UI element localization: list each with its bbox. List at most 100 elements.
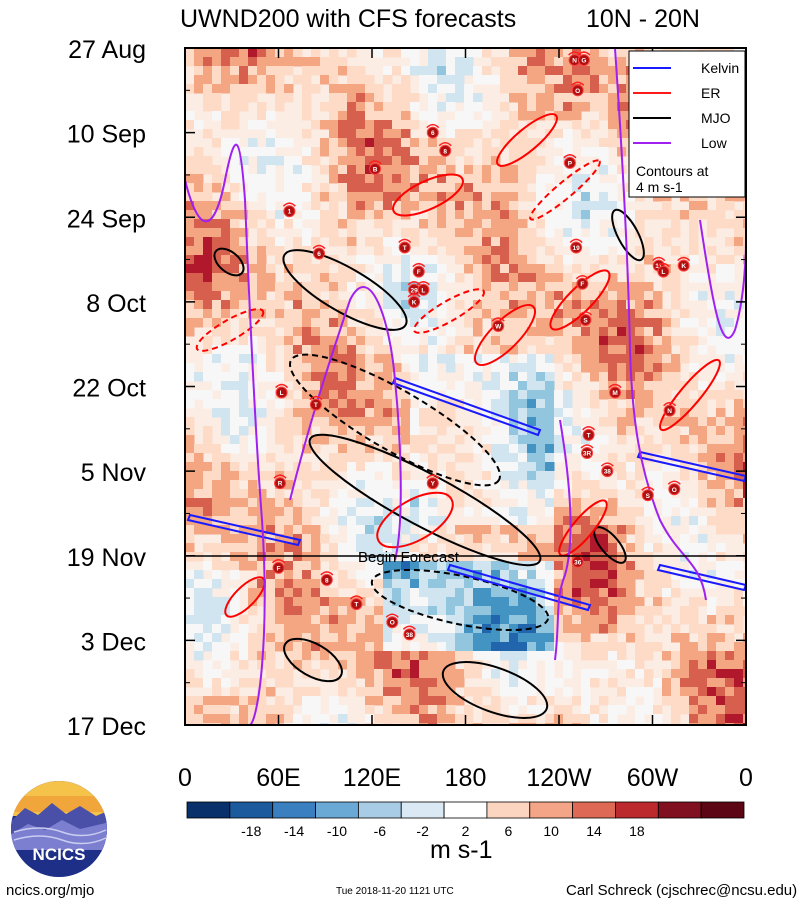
field-cell bbox=[320, 318, 330, 328]
field-cell bbox=[491, 57, 501, 67]
field-cell bbox=[725, 363, 735, 373]
field-cell bbox=[311, 237, 321, 247]
field-cell bbox=[581, 525, 591, 535]
field-cell bbox=[473, 597, 483, 607]
field-cell bbox=[473, 255, 483, 265]
field-cell bbox=[599, 714, 609, 724]
field-cell bbox=[509, 705, 519, 715]
x-tick-label: 120W bbox=[526, 764, 592, 792]
field-cell bbox=[293, 687, 303, 697]
field-cell bbox=[212, 75, 222, 85]
field-cell bbox=[572, 300, 582, 310]
field-cell bbox=[293, 336, 303, 346]
field-cell bbox=[608, 399, 618, 409]
field-cell bbox=[374, 210, 384, 220]
field-cell bbox=[626, 597, 636, 607]
field-cell bbox=[482, 408, 492, 418]
field-cell bbox=[707, 660, 717, 670]
storm-icon bbox=[385, 613, 399, 618]
field-cell bbox=[221, 66, 231, 76]
field-cell bbox=[248, 534, 258, 544]
field-cell bbox=[518, 354, 528, 364]
field-cell bbox=[563, 714, 573, 724]
storm-marker: 8 bbox=[438, 142, 452, 157]
field-cell bbox=[374, 147, 384, 157]
field-cell bbox=[635, 633, 645, 643]
field-cell bbox=[329, 129, 339, 139]
field-cell bbox=[383, 507, 393, 517]
field-cell bbox=[662, 318, 672, 328]
field-cell bbox=[437, 48, 447, 58]
field-cell bbox=[671, 273, 681, 283]
field-cell bbox=[680, 210, 690, 220]
field-cell bbox=[248, 300, 258, 310]
field-cell bbox=[185, 588, 195, 598]
field-cell bbox=[509, 237, 519, 247]
storm-label: T bbox=[354, 602, 358, 609]
field-cell bbox=[437, 633, 447, 643]
field-cell bbox=[257, 237, 267, 247]
field-cell bbox=[257, 678, 267, 688]
field-cell bbox=[716, 462, 726, 472]
field-cell bbox=[536, 318, 546, 328]
field-cell bbox=[608, 129, 618, 139]
field-cell bbox=[374, 246, 384, 256]
field-cell bbox=[365, 462, 375, 472]
field-cell bbox=[203, 246, 213, 256]
storm-icon bbox=[350, 598, 363, 611]
field-cell bbox=[284, 273, 294, 283]
field-cell bbox=[446, 93, 456, 103]
field-cell bbox=[230, 120, 240, 130]
field-cell bbox=[410, 237, 420, 247]
storm-icon bbox=[563, 156, 576, 169]
field-cell bbox=[527, 453, 537, 463]
field-cell bbox=[329, 696, 339, 706]
field-cell bbox=[356, 570, 366, 580]
field-cell bbox=[572, 192, 582, 202]
field-cell bbox=[545, 246, 555, 256]
storm-marker: 6 bbox=[426, 123, 440, 139]
field-cell bbox=[500, 264, 510, 274]
field-cell bbox=[455, 669, 465, 679]
field-cell bbox=[356, 624, 366, 634]
field-cell bbox=[419, 651, 429, 661]
field-cell bbox=[500, 606, 510, 616]
field-cell bbox=[257, 327, 267, 337]
field-cell bbox=[383, 300, 393, 310]
field-cell bbox=[203, 507, 213, 517]
field-cell bbox=[221, 237, 231, 247]
field-cell bbox=[599, 363, 609, 373]
field-cell bbox=[644, 435, 654, 445]
field-cell bbox=[482, 210, 492, 220]
field-cell bbox=[518, 570, 528, 580]
field-cell bbox=[662, 696, 672, 706]
field-cell bbox=[509, 183, 519, 193]
field-cell bbox=[518, 309, 528, 319]
field-cell bbox=[617, 687, 627, 697]
field-cell bbox=[383, 714, 393, 724]
field-cell bbox=[527, 426, 537, 436]
field-cell bbox=[491, 192, 501, 202]
field-cell bbox=[356, 84, 366, 94]
field-cell bbox=[608, 309, 618, 319]
field-cell bbox=[554, 75, 564, 85]
field-cell bbox=[599, 489, 609, 499]
field-cell bbox=[662, 309, 672, 319]
field-cell bbox=[734, 408, 744, 418]
field-cell bbox=[536, 525, 546, 535]
field-cell bbox=[518, 408, 528, 418]
field-cell bbox=[401, 102, 411, 112]
field-cell bbox=[383, 354, 393, 364]
field-cell bbox=[698, 597, 708, 607]
field-cell bbox=[455, 696, 465, 706]
field-cell bbox=[644, 327, 654, 337]
field-cell bbox=[698, 327, 708, 337]
field-cell bbox=[590, 444, 600, 454]
field-cell bbox=[437, 156, 447, 166]
field-cell bbox=[707, 606, 717, 616]
field-cell bbox=[230, 651, 240, 661]
field-cell bbox=[266, 57, 276, 67]
field-cell bbox=[473, 561, 483, 571]
field-cell bbox=[338, 282, 348, 292]
field-cell bbox=[302, 381, 312, 391]
